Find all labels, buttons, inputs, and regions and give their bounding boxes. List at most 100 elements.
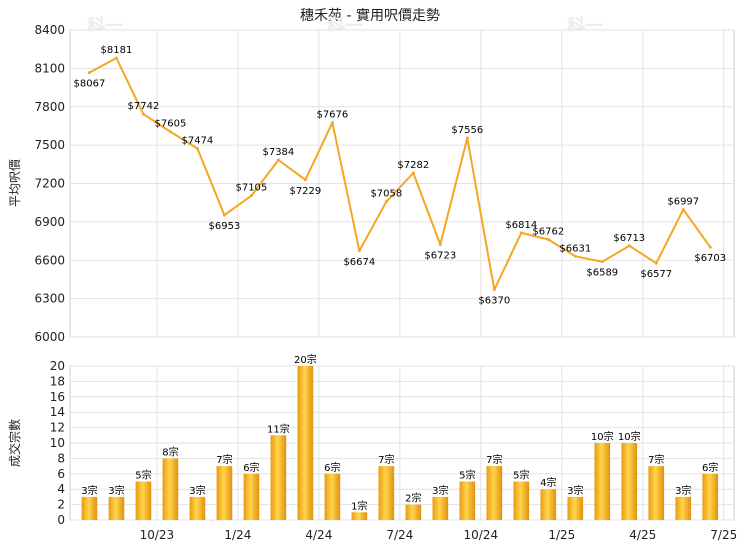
price-data-label: $7742 xyxy=(128,101,160,112)
price-data-label: $7474 xyxy=(181,135,213,146)
line-point xyxy=(357,249,361,253)
count-data-label: 6宗 xyxy=(702,461,718,474)
count-data-label: 6宗 xyxy=(324,461,340,474)
y-tick-label-price: 7500 xyxy=(34,138,65,152)
bar xyxy=(405,504,422,520)
count-data-label: 4宗 xyxy=(540,476,556,489)
line-point xyxy=(303,178,307,182)
y-axis-label-price: 平均呎價 xyxy=(8,159,22,207)
line-point xyxy=(492,288,496,292)
bar xyxy=(243,473,260,520)
count-data-label: 1宗 xyxy=(351,499,367,512)
y-axis-label-count: 成交宗數 xyxy=(7,419,22,467)
bar xyxy=(324,473,341,520)
count-data-label: 8宗 xyxy=(162,445,178,458)
x-tick-label: 7/25 xyxy=(710,528,737,542)
x-tick-label: 1/24 xyxy=(224,528,251,542)
bar xyxy=(675,496,692,520)
y-tick-label-count: 20 xyxy=(50,359,65,373)
price-data-label: $6997 xyxy=(667,196,699,207)
price-data-label: $6703 xyxy=(694,253,726,264)
line-point xyxy=(141,112,145,116)
line-point xyxy=(195,146,199,150)
y-tick-label-price: 8100 xyxy=(34,61,65,75)
bar xyxy=(513,481,530,520)
chart-title: 穗禾苑 - 實用呎價走勢 xyxy=(300,7,440,24)
y-tick-label-count: 18 xyxy=(50,374,65,388)
price-data-label: $6953 xyxy=(208,221,240,232)
bar-series xyxy=(81,366,719,520)
line-point xyxy=(384,200,388,204)
y-tick-label-price: 6600 xyxy=(34,253,65,267)
price-data-label: $8067 xyxy=(74,79,106,90)
y-tick-label-price: 7200 xyxy=(34,177,65,191)
y-tick-label-count: 2 xyxy=(57,498,65,512)
line-point xyxy=(681,207,685,211)
bar xyxy=(459,481,476,520)
bar xyxy=(540,489,557,520)
line-point xyxy=(168,130,172,134)
line-point xyxy=(600,260,604,264)
bar xyxy=(216,466,233,520)
line-chart-grid xyxy=(69,29,735,338)
count-data-label: 11宗 xyxy=(267,422,290,435)
price-data-label: $7105 xyxy=(235,183,267,194)
x-tick-label: 1/25 xyxy=(548,528,575,542)
x-tick-label: 4/25 xyxy=(629,528,656,542)
count-data-label: 20宗 xyxy=(294,353,317,366)
bar xyxy=(432,496,449,520)
bar xyxy=(189,496,206,520)
line-point xyxy=(222,213,226,217)
price-data-label: $6370 xyxy=(478,296,510,307)
count-data-label: 2宗 xyxy=(405,492,421,505)
price-data-label: $6814 xyxy=(505,220,537,231)
count-data-label: 6宗 xyxy=(243,461,259,474)
count-data-label: 3宗 xyxy=(432,484,448,497)
count-data-label: 10宗 xyxy=(591,430,614,443)
y-tick-label-count: 16 xyxy=(50,390,65,404)
y-tick-label-count: 0 xyxy=(57,513,65,527)
y-tick-label-count: 10 xyxy=(50,436,65,450)
bar xyxy=(108,496,125,520)
line-point xyxy=(114,56,118,60)
line-point xyxy=(573,254,577,258)
line-point xyxy=(465,136,469,140)
price-data-label: $7229 xyxy=(289,186,321,197)
count-data-label: 10宗 xyxy=(618,430,641,443)
line-point xyxy=(519,231,523,235)
price-data-label: $6577 xyxy=(640,269,672,280)
bar xyxy=(486,466,503,520)
price-data-label: $6631 xyxy=(559,243,591,254)
y-tick-label-count: 12 xyxy=(50,421,65,435)
y-tick-label-price: 6000 xyxy=(34,330,65,344)
axes: 6000630066006900720075007800810084000246… xyxy=(34,23,737,542)
count-data-label: 7宗 xyxy=(486,453,502,466)
bar xyxy=(702,473,719,520)
line-point xyxy=(546,238,550,242)
bar xyxy=(135,481,152,520)
y-tick-label-count: 4 xyxy=(57,482,65,496)
bar xyxy=(351,512,368,520)
line-point xyxy=(438,243,442,247)
line-point xyxy=(654,261,658,265)
bar xyxy=(621,443,638,520)
y-tick-label-count: 6 xyxy=(57,467,65,481)
x-tick-label: 10/24 xyxy=(464,528,499,542)
bar xyxy=(81,496,98,520)
y-tick-label-price: 8400 xyxy=(34,23,65,37)
count-data-label: 7宗 xyxy=(378,453,394,466)
bar xyxy=(648,466,665,520)
y-tick-label-count: 8 xyxy=(57,451,65,465)
price-data-label: $7605 xyxy=(155,119,187,130)
line-point xyxy=(87,71,91,75)
bar xyxy=(270,435,287,520)
price-data-label: $6713 xyxy=(613,233,645,244)
line-point xyxy=(276,158,280,162)
y-tick-label-price: 6300 xyxy=(34,292,65,306)
count-data-label: 3宗 xyxy=(189,484,205,497)
line-point xyxy=(627,244,631,248)
price-data-label: $7282 xyxy=(397,160,429,171)
count-data-label: 3宗 xyxy=(108,484,124,497)
x-tick-label: 4/24 xyxy=(305,528,332,542)
